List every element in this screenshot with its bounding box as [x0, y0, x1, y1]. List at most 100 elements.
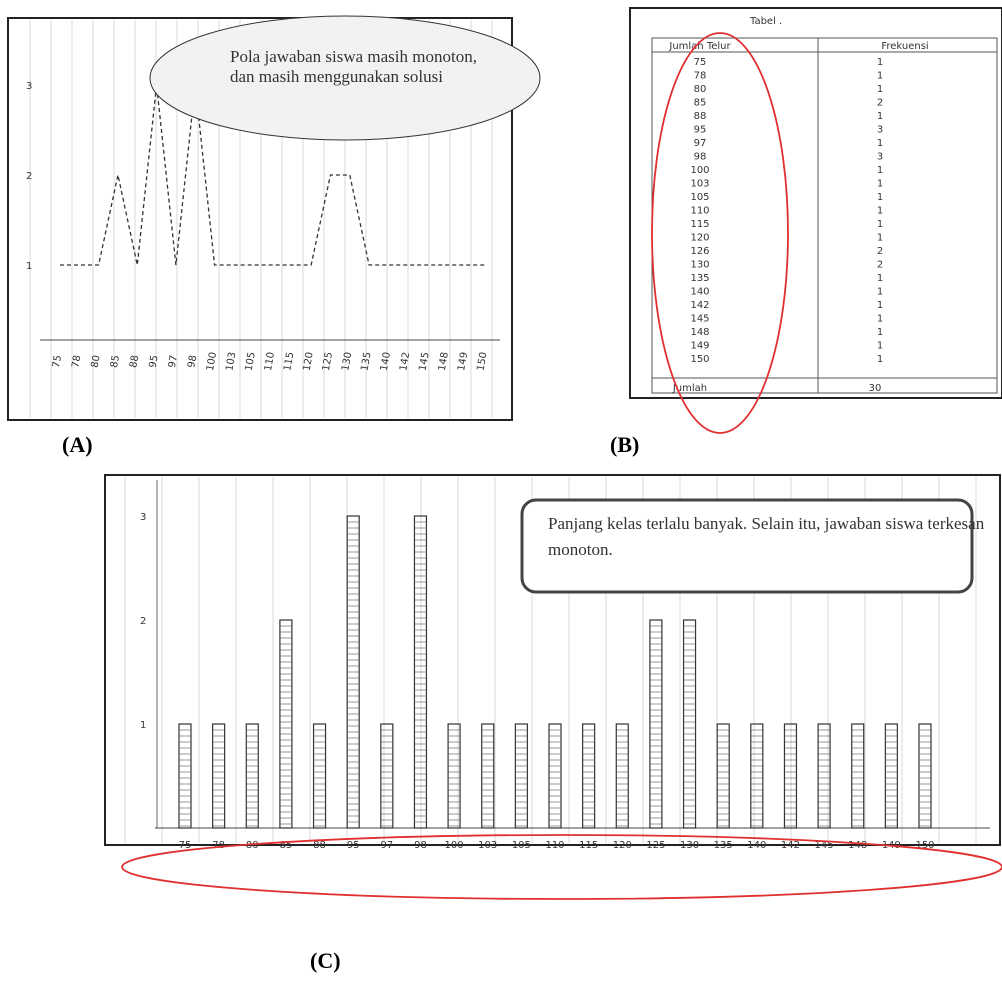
x-tick-label: 135	[714, 840, 733, 851]
x-tick-label: 105	[512, 840, 531, 851]
highlight-ellipse	[651, 32, 789, 434]
panel-b-frame	[629, 7, 1002, 399]
bar	[716, 723, 730, 829]
y-tick-label: 2	[140, 616, 146, 627]
row-value: 126	[690, 246, 709, 257]
row-value: 145	[690, 314, 709, 325]
callout-text: Panjang kelas terlalu banyak. Selain itu…	[548, 514, 985, 559]
x-tick-label: 97	[380, 840, 393, 851]
row-value: 85	[694, 98, 707, 109]
row-frequency: 1	[877, 273, 883, 284]
bar	[178, 723, 192, 829]
row-frequency: 1	[877, 206, 883, 217]
row-frequency: 1	[877, 287, 883, 298]
row-frequency: 1	[877, 57, 883, 68]
row-value: 105	[690, 192, 709, 203]
x-tick-label: 100	[205, 351, 219, 372]
y-tick-label: 3	[140, 512, 146, 523]
panel-b-label: (B)	[610, 432, 639, 457]
x-tick-label: 148	[848, 840, 867, 851]
text-line: Pola jawaban siswa masih monoton,	[230, 47, 477, 66]
row-value: 100	[690, 165, 709, 176]
x-tick-label: 145	[418, 351, 432, 372]
x-tick-label: 135	[360, 351, 374, 372]
x-tick-label: 78	[212, 840, 225, 851]
row-frequency: 1	[877, 165, 883, 176]
x-tick-label: 103	[224, 351, 238, 372]
row-value: 142	[690, 300, 709, 311]
row-frequency: 1	[877, 111, 883, 122]
row-frequency: 1	[877, 300, 883, 311]
row-frequency: 1	[877, 233, 883, 244]
table-title: Tabel .	[749, 16, 782, 27]
row-frequency: 1	[877, 314, 883, 325]
row-frequency: 2	[877, 260, 883, 271]
bar	[279, 619, 293, 829]
x-tick-label: 150	[915, 840, 934, 851]
bar	[615, 723, 629, 829]
row-value: 103	[690, 179, 709, 190]
callout-text: Pola jawaban siswa masih monoton, dan mas…	[230, 47, 477, 86]
x-tick-label: 148	[437, 351, 451, 372]
x-tick-label: 80	[246, 840, 259, 851]
x-tick-label: 149	[456, 351, 470, 372]
x-tick-label: 75	[51, 354, 64, 368]
column-header: Frekuensi	[881, 41, 928, 52]
y-tick-label: 2	[26, 171, 32, 182]
text-line: dan masih menggunakan solusi	[230, 67, 443, 86]
bar	[851, 723, 865, 829]
row-value: 135	[690, 273, 709, 284]
row-frequency: 1	[877, 179, 883, 190]
text-line: monoton.	[548, 540, 613, 559]
highlight-ellipse	[121, 834, 1002, 900]
row-value: 148	[690, 327, 709, 338]
x-tick-label: 98	[414, 840, 427, 851]
callout-bubble	[149, 15, 541, 141]
bar	[514, 723, 528, 829]
bar	[312, 723, 327, 829]
row-value: 110	[690, 206, 709, 217]
row-value: 130	[690, 260, 709, 271]
x-tick-label: 95	[347, 840, 360, 851]
row-frequency: 3	[877, 125, 883, 136]
row-frequency: 1	[877, 84, 883, 95]
x-tick-label: 140	[379, 351, 393, 372]
row-value: 140	[690, 287, 709, 298]
x-tick-label: 150	[475, 351, 489, 372]
row-frequency: 1	[877, 354, 883, 365]
row-value: 75	[694, 57, 707, 68]
bar	[548, 723, 562, 829]
row-value: 95	[694, 125, 707, 136]
x-tick-label: 142	[398, 351, 412, 372]
x-tick-label: 75	[179, 840, 192, 851]
x-tick-label: 78	[70, 354, 83, 368]
panel-a-label: (A)	[62, 432, 93, 457]
bar	[750, 723, 764, 829]
row-value: 149	[690, 341, 709, 352]
x-tick-label: 85	[109, 354, 122, 368]
bar	[649, 619, 663, 829]
row-frequency: 1	[877, 219, 883, 230]
callout-box	[520, 498, 974, 594]
row-frequency: 1	[877, 192, 883, 203]
bar	[212, 723, 226, 829]
panel-c-label: (C)	[310, 948, 341, 973]
x-tick-label: 98	[186, 354, 199, 368]
row-value: 115	[690, 219, 709, 230]
footer-total: 30	[869, 383, 882, 394]
row-frequency: 1	[877, 341, 883, 352]
x-tick-label: 100	[445, 840, 464, 851]
x-tick-label: 80	[90, 354, 103, 368]
x-tick-label: 110	[545, 840, 564, 851]
x-tick-label: 115	[282, 351, 296, 372]
x-tick-label: 125	[646, 840, 665, 851]
x-tick-label: 105	[244, 351, 258, 372]
footer-label: Jumlah	[672, 383, 707, 394]
frequency-line	[60, 84, 485, 266]
x-tick-label: 120	[613, 840, 632, 851]
bar	[918, 723, 932, 829]
row-value: 150	[690, 354, 709, 365]
bar	[447, 723, 461, 829]
bar	[817, 723, 831, 829]
